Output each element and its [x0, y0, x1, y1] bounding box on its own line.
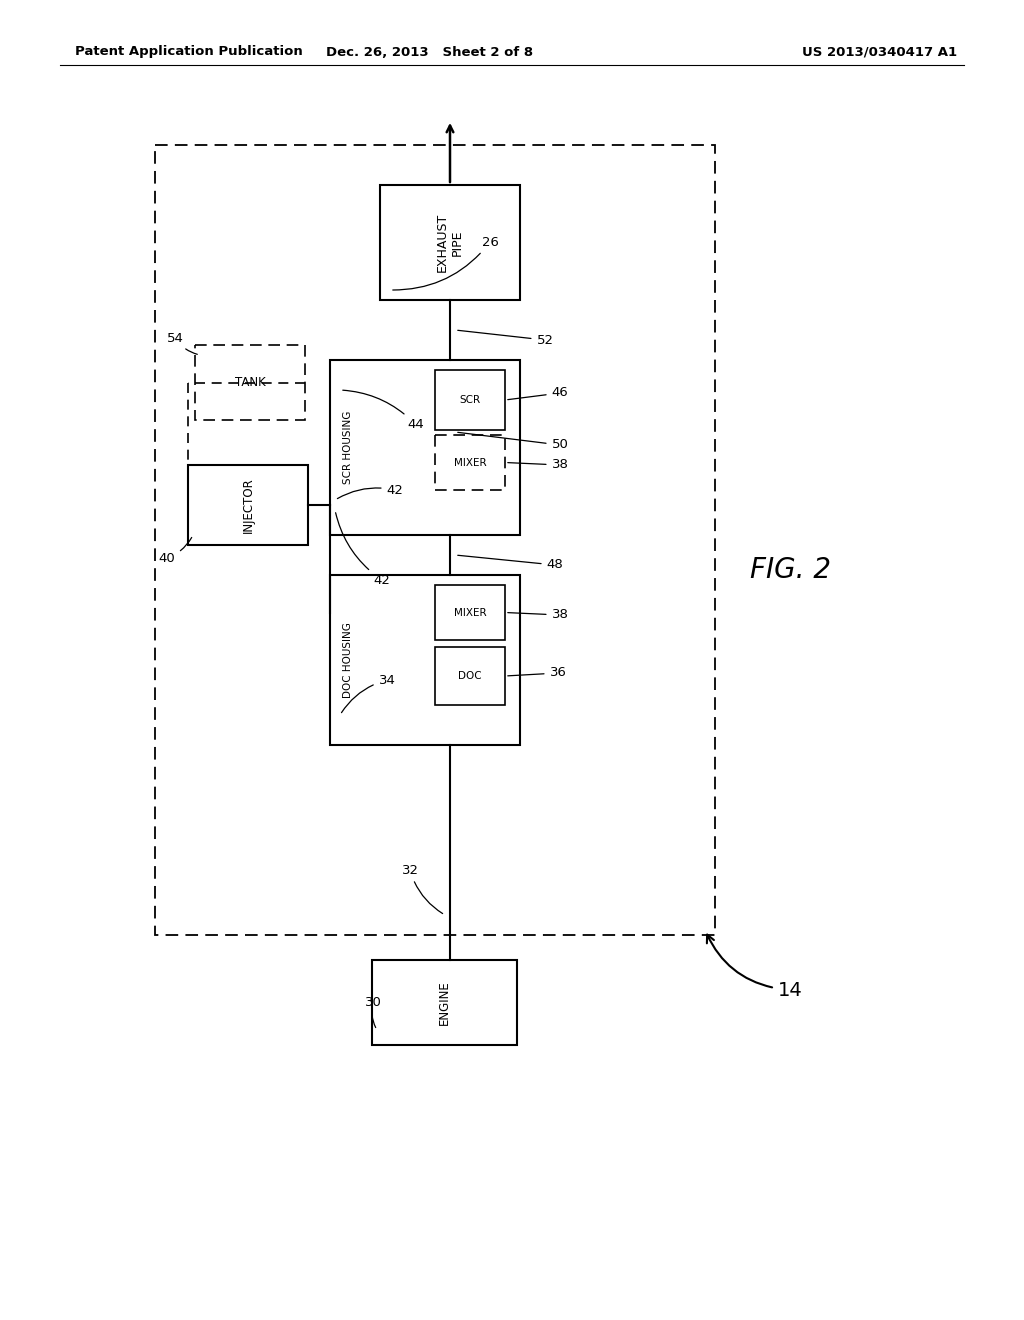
Text: ENGINE: ENGINE: [438, 981, 451, 1024]
Text: DOC: DOC: [458, 671, 482, 681]
Bar: [435, 585, 505, 640]
Text: Patent Application Publication: Patent Application Publication: [75, 45, 303, 58]
Text: 48: 48: [458, 556, 563, 572]
Bar: [155, 145, 715, 935]
Text: TANK: TANK: [234, 376, 265, 389]
Text: 40: 40: [159, 537, 191, 565]
Text: 38: 38: [508, 458, 568, 471]
Text: US 2013/0340417 A1: US 2013/0340417 A1: [803, 45, 957, 58]
Text: 38: 38: [508, 609, 568, 622]
Text: 42: 42: [337, 483, 403, 499]
Text: SCR HOUSING: SCR HOUSING: [343, 411, 353, 484]
Text: 46: 46: [508, 387, 568, 400]
Text: SCR: SCR: [460, 395, 480, 405]
Text: MIXER: MIXER: [454, 607, 486, 618]
Text: FIG. 2: FIG. 2: [750, 556, 830, 583]
Text: Dec. 26, 2013   Sheet 2 of 8: Dec. 26, 2013 Sheet 2 of 8: [327, 45, 534, 58]
Text: 36: 36: [508, 667, 566, 680]
Bar: [435, 436, 505, 490]
Bar: [435, 370, 505, 430]
Bar: [195, 345, 305, 420]
Text: 30: 30: [365, 997, 381, 1027]
Bar: [372, 960, 517, 1045]
Text: 44: 44: [343, 391, 424, 432]
Text: EXHAUST
PIPE: EXHAUST PIPE: [436, 213, 464, 272]
Text: 34: 34: [341, 673, 395, 713]
Bar: [330, 360, 520, 535]
Text: MIXER: MIXER: [454, 458, 486, 467]
Bar: [380, 185, 520, 300]
Text: 14: 14: [707, 935, 803, 999]
Text: 26: 26: [393, 235, 499, 290]
Bar: [435, 647, 505, 705]
Bar: [330, 576, 520, 744]
Text: 54: 54: [167, 331, 198, 354]
Text: 50: 50: [458, 433, 568, 451]
Text: DOC HOUSING: DOC HOUSING: [343, 622, 353, 698]
Bar: [188, 465, 308, 545]
Text: 42: 42: [336, 512, 390, 586]
Text: 52: 52: [458, 330, 554, 346]
Text: 32: 32: [401, 863, 442, 913]
Text: INJECTOR: INJECTOR: [242, 477, 255, 533]
